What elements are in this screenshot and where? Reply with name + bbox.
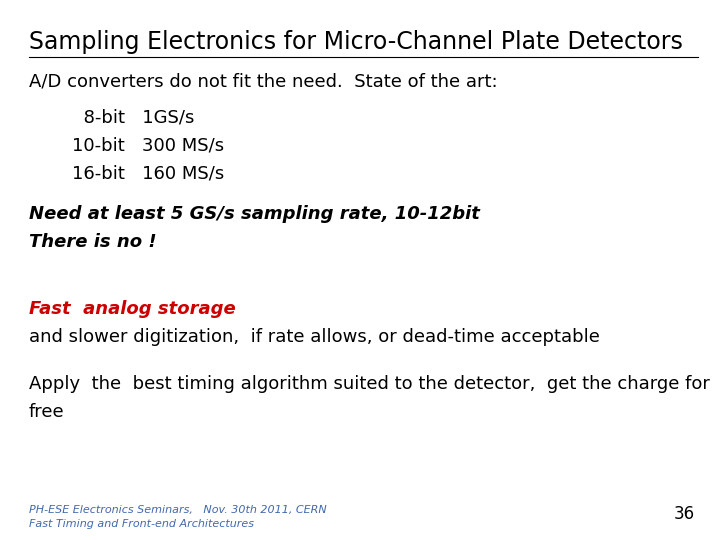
Text: 8-bit   1GS/s: 8-bit 1GS/s: [72, 108, 194, 126]
Text: and slower digitization,  if rate allows, or dead-time acceptable: and slower digitization, if rate allows,…: [29, 328, 600, 346]
Text: 16-bit   160 MS/s: 16-bit 160 MS/s: [72, 164, 224, 182]
Text: PH-ESE Electronics Seminars,   Nov. 30th 2011, CERN: PH-ESE Electronics Seminars, Nov. 30th 2…: [29, 505, 327, 515]
Text: 10-bit   300 MS/s: 10-bit 300 MS/s: [72, 136, 224, 154]
Text: Need at least 5 GS/s sampling rate, 10-12bit: Need at least 5 GS/s sampling rate, 10-1…: [29, 205, 480, 223]
Text: 36: 36: [674, 505, 695, 523]
Text: Fast  analog storage: Fast analog storage: [29, 300, 235, 318]
Text: Fast Timing and Front-end Architectures: Fast Timing and Front-end Architectures: [29, 519, 254, 530]
Text: Apply  the  best timing algorithm suited to the detector,  get the charge for: Apply the best timing algorithm suited t…: [29, 375, 710, 393]
Text: free: free: [29, 403, 64, 421]
Text: A/D converters do not fit the need.  State of the art:: A/D converters do not fit the need. Stat…: [29, 73, 498, 91]
Text: There is no !: There is no !: [29, 233, 156, 251]
Text: Sampling Electronics for Micro-Channel Plate Detectors: Sampling Electronics for Micro-Channel P…: [29, 30, 683, 53]
